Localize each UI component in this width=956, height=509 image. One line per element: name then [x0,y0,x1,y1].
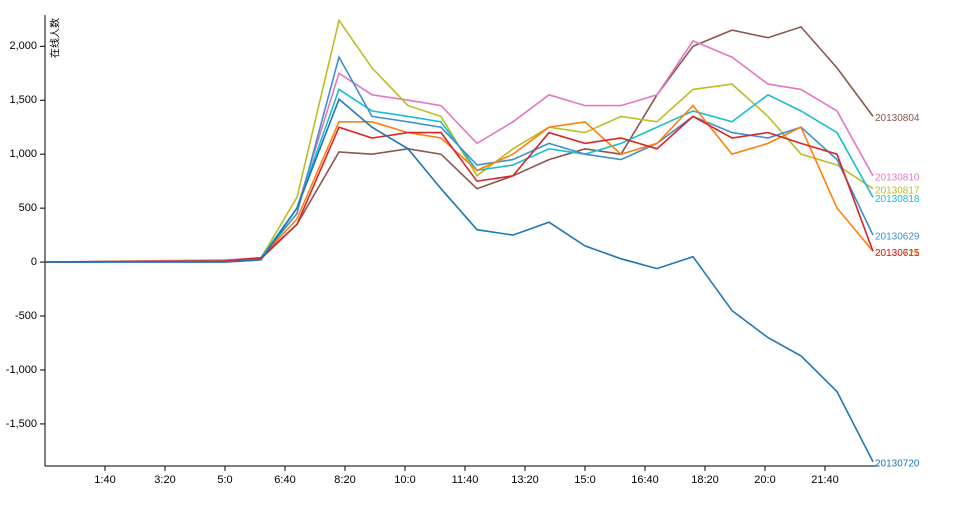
x-tick-label: 8:20 [334,474,355,486]
y-tick-label: 0 [31,256,37,268]
series-label: 20130629 [875,232,920,243]
x-tick-label: 18:20 [691,474,719,486]
x-tick-label: 3:20 [154,474,175,486]
y-tick-label: 1,500 [9,94,37,106]
series-label: 20130817 [875,185,920,196]
y-tick-label: 2,000 [9,40,37,52]
x-tick-label: 16:40 [631,474,659,486]
series-line [44,88,874,263]
series-label: 20130721 [875,248,920,259]
y-tick-label: -500 [15,310,37,322]
series-line [44,104,874,263]
series-line [45,97,874,463]
series-line [44,25,874,263]
series-line [44,39,874,263]
x-tick-label: 10:0 [394,474,415,486]
y-tick-label: 500 [19,202,37,214]
x-tick-label: 5:0 [217,474,232,486]
series-label: 20130804 [875,113,920,124]
x-tick-label: 15:0 [574,474,595,486]
y-axis-title: 在线人数 [49,18,62,58]
x-tick-label: 11:40 [452,474,479,486]
series-label: 20130810 [875,172,920,183]
x-tick-label: 20:0 [754,474,775,486]
series-line [44,54,874,263]
x-tick-label: 21:40 [811,474,839,486]
series-line [44,115,874,263]
y-tick-label: -1,000 [6,364,37,376]
series-label: 20130720 [875,458,920,469]
y-tick-label: -1,500 [6,418,37,430]
x-tick-label: 1:40 [94,474,115,486]
series-label: 20130818 [875,194,920,205]
x-tick-label: 13:20 [511,474,539,486]
series-label: 20130615 [875,248,920,259]
x-tick-label: 6:40 [274,474,295,486]
y-tick-label: 1,000 [9,148,37,160]
series-line [44,18,874,263]
